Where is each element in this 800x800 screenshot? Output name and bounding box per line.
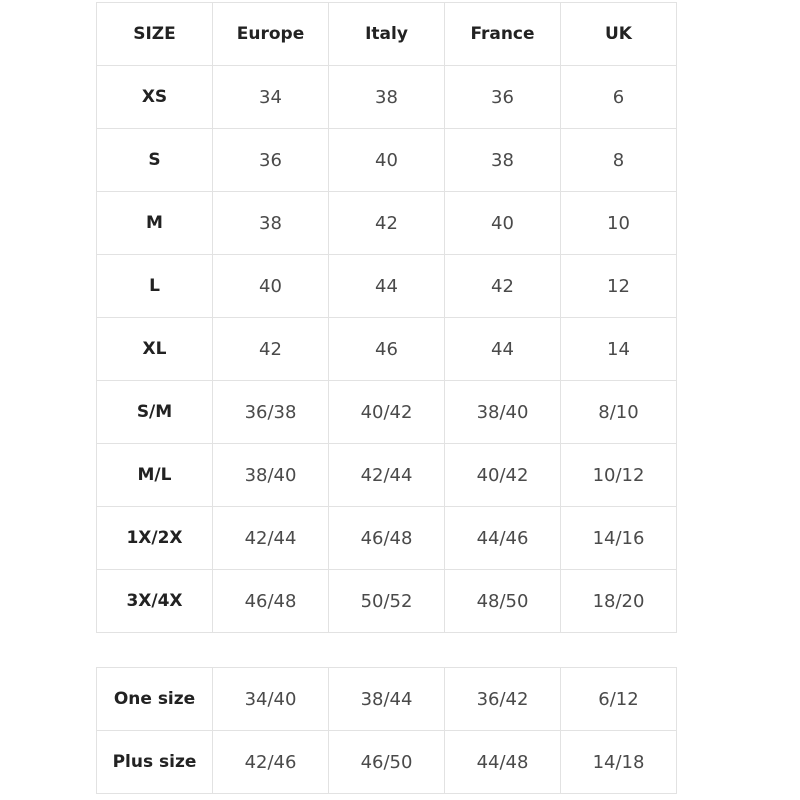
table-row: M/L 38/40 42/44 40/42 10/12 [96,443,677,507]
size-value: 38 [444,128,561,192]
size-value: 40/42 [444,443,561,507]
size-label: 3X/4X [96,569,213,633]
size-value: 42 [328,191,445,255]
column-header: SIZE [96,2,213,66]
size-value: 46/48 [328,506,445,570]
size-value: 6 [560,65,677,129]
table-row: One size 34/40 38/44 36/42 6/12 [96,667,677,731]
column-header: Italy [328,2,445,66]
size-value: 50/52 [328,569,445,633]
size-value: 14/18 [560,730,677,794]
size-value: 8/10 [560,380,677,444]
size-value: 36 [444,65,561,129]
table-row: M 38 42 40 10 [96,191,677,255]
table-row: S/M 36/38 40/42 38/40 8/10 [96,380,677,444]
size-value: 44 [328,254,445,318]
table-row: L 40 44 42 12 [96,254,677,318]
size-value: 40 [212,254,329,318]
size-label: M [96,191,213,255]
size-label: XL [96,317,213,381]
size-value: 38/40 [212,443,329,507]
table-row: XS 34 38 36 6 [96,65,677,129]
table-row: XL 42 46 44 14 [96,317,677,381]
size-value: 44 [444,317,561,381]
size-value: 46 [328,317,445,381]
size-value: 40 [444,191,561,255]
table-row: 3X/4X 46/48 50/52 48/50 18/20 [96,569,677,633]
size-value: 18/20 [560,569,677,633]
header-row: SIZE Europe Italy France UK [96,2,677,66]
column-header: UK [560,2,677,66]
size-value: 8 [560,128,677,192]
size-label: 1X/2X [96,506,213,570]
column-header: France [444,2,561,66]
size-label: S/M [96,380,213,444]
size-label: XS [96,65,213,129]
size-value: 36/42 [444,667,561,731]
size-value: 36/38 [212,380,329,444]
size-label: Plus size [96,730,213,794]
size-value: 46/50 [328,730,445,794]
size-value: 40/42 [328,380,445,444]
size-value: 38/44 [328,667,445,731]
column-header: Europe [212,2,329,66]
size-label: S [96,128,213,192]
size-value: 42/46 [212,730,329,794]
size-value: 14/16 [560,506,677,570]
table-row: S 36 40 38 8 [96,128,677,192]
size-value: 38 [328,65,445,129]
size-value: 34 [212,65,329,129]
size-value: 46/48 [212,569,329,633]
size-label: L [96,254,213,318]
table-row: 1X/2X 42/44 46/48 44/46 14/16 [96,506,677,570]
size-value: 42 [212,317,329,381]
size-value: 12 [560,254,677,318]
size-value: 42/44 [328,443,445,507]
size-value: 14 [560,317,677,381]
size-value: 10 [560,191,677,255]
table-row: Plus size 42/46 46/50 44/48 14/18 [96,730,677,794]
size-chart-table: SIZE Europe Italy France UK XS 34 38 36 6 S 36 40 38 8… [96,2,677,633]
size-value: 38 [212,191,329,255]
special-size-table: One size 34/40 38/44 36/42 6/12 Plus size 42/4… [96,667,677,794]
size-value: 34/40 [212,667,329,731]
size-label: One size [96,667,213,731]
size-value: 36 [212,128,329,192]
size-value: 42 [444,254,561,318]
size-value: 44/48 [444,730,561,794]
size-value: 48/50 [444,569,561,633]
size-label: M/L [96,443,213,507]
size-value: 42/44 [212,506,329,570]
size-value: 44/46 [444,506,561,570]
size-value: 6/12 [560,667,677,731]
size-value: 40 [328,128,445,192]
size-value: 38/40 [444,380,561,444]
size-value: 10/12 [560,443,677,507]
